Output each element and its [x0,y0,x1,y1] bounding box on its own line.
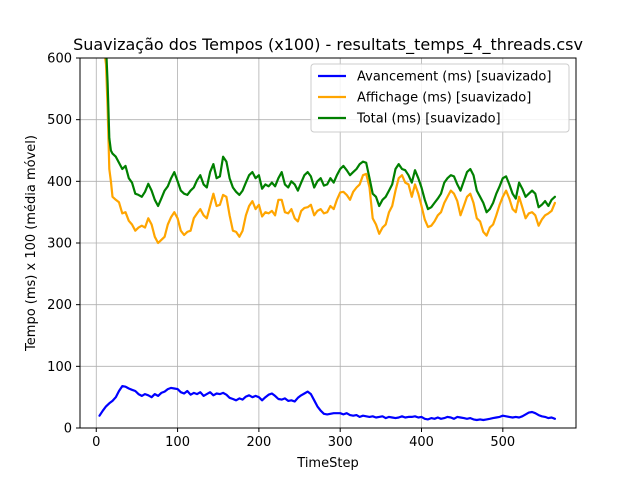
legend-label: Total (ms) [suavizado] [356,112,501,127]
axis-ticks: 0 100 200 300 400 500 0 100 200 300 400 500 600 [47,52,515,451]
y-tick-label: 100 [47,360,72,375]
x-tick-label: 400 [409,435,434,450]
x-tick-label: 500 [490,435,515,450]
series-lines [98,58,556,422]
legend-label: Avancement (ms) [suavizado] [357,70,551,85]
y-tick-label: 300 [47,237,72,252]
series-line-1 [98,385,556,422]
series-line-2 [104,58,556,245]
x-tick-label: 300 [328,435,353,450]
chart-title: Suavização dos Tempos (x100) - resultats… [73,35,583,55]
legend: Avancement (ms) [suavizado] Affichage (ms… [310,63,570,133]
x-tick-label: 100 [165,435,190,450]
series-line-3 [105,58,556,214]
x-tick-label: 0 [92,435,100,450]
y-axis-title: Tempo (ms) x 100 (média móvel) [24,135,39,352]
x-tick-label: 200 [246,435,271,450]
y-tick-label: 200 [47,298,72,313]
y-tick-label: 400 [47,175,72,190]
legend-box [310,63,570,133]
legend-label: Affichage (ms) [suavizado] [357,91,531,106]
x-axis-title: TimeStep [296,456,358,471]
y-tick-label: 600 [47,52,72,67]
y-tick-label: 500 [47,113,72,128]
y-tick-label: 0 [64,422,72,437]
